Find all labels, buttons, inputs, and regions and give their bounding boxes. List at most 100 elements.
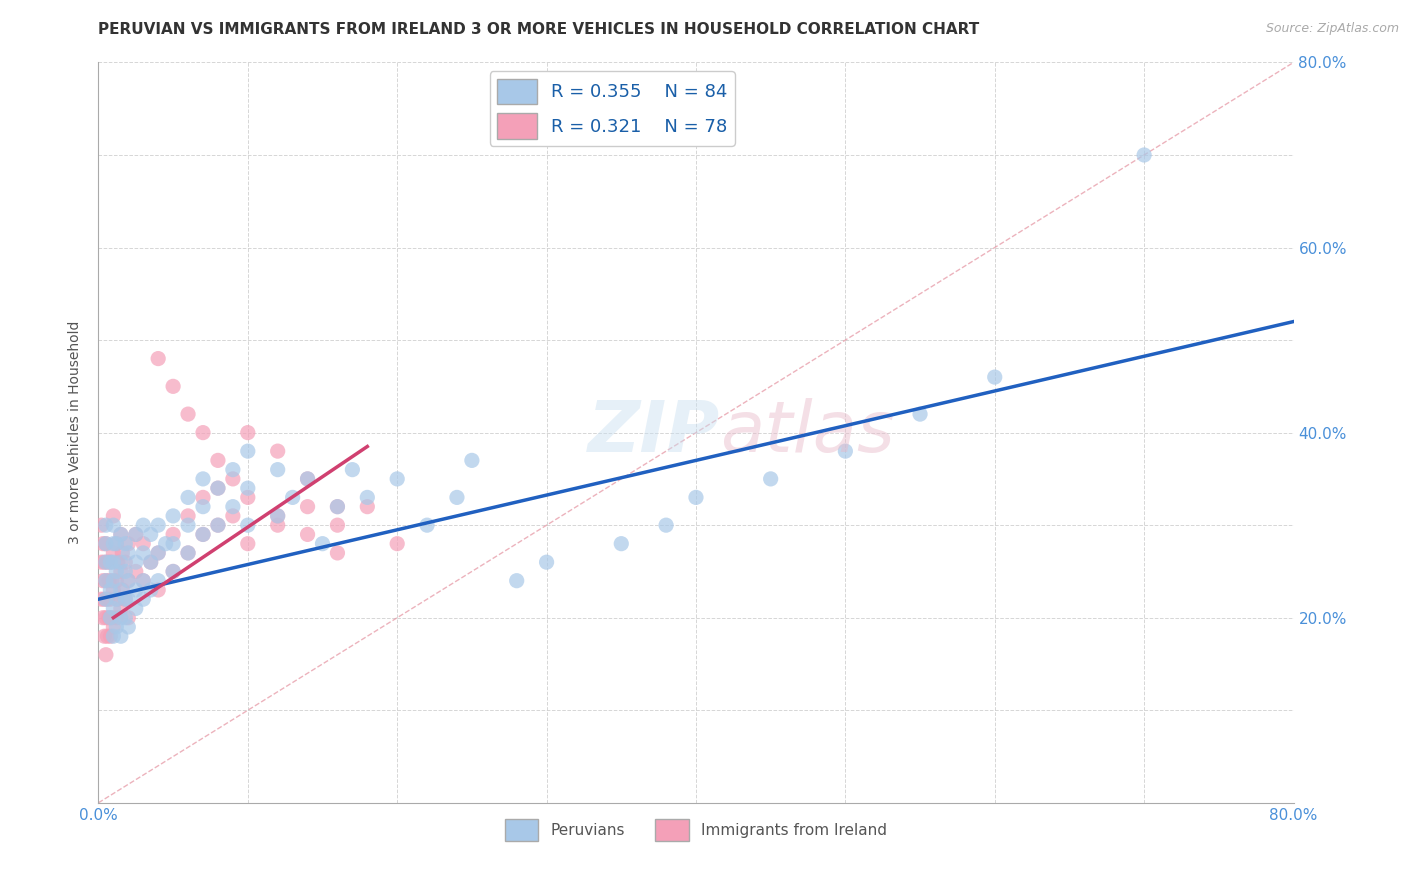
Point (267, 444, 290, 458)
Point (105, 610, 128, 624)
Point (94, 518, 117, 533)
Point (267, 508, 290, 523)
Point (125, 582, 148, 597)
Point (97, 574, 120, 588)
Point (90, 592, 112, 607)
Point (110, 555, 132, 569)
Point (94, 536, 117, 550)
Point (984, 370, 1007, 384)
Point (110, 527, 132, 541)
Point (96, 629, 118, 643)
Point (117, 546, 139, 560)
Point (536, 555, 558, 569)
Point (177, 546, 200, 560)
Point (610, 536, 633, 550)
Point (110, 601, 132, 615)
Point (91, 574, 114, 588)
Point (446, 491, 468, 505)
Point (103, 601, 125, 615)
Point (114, 565, 136, 579)
Y-axis label: 3 or more Vehicles in Household: 3 or more Vehicles in Household (69, 321, 83, 544)
Point (685, 491, 707, 505)
Point (139, 555, 162, 569)
Point (162, 508, 184, 523)
Point (125, 555, 148, 569)
Point (105, 536, 128, 550)
Point (94, 536, 117, 550)
Point (342, 462, 364, 476)
Point (207, 518, 229, 533)
Text: PERUVIAN VS IMMIGRANTS FROM IRELAND 3 OR MORE VEHICLES IN HOUSEHOLD CORRELATION : PERUVIAN VS IMMIGRANTS FROM IRELAND 3 OR… (98, 22, 980, 37)
Point (98, 629, 122, 643)
Point (177, 546, 200, 560)
Point (191, 500, 214, 514)
Point (103, 620, 125, 634)
Point (98, 555, 122, 569)
Point (267, 508, 290, 523)
Point (139, 527, 162, 541)
Point (297, 527, 319, 541)
Point (834, 444, 856, 458)
Point (114, 592, 136, 607)
Point (110, 629, 132, 643)
Point (94, 610, 117, 624)
Point (236, 481, 259, 495)
Point (101, 574, 124, 588)
Point (117, 574, 139, 588)
Point (148, 546, 170, 560)
Point (222, 500, 245, 514)
Point (110, 582, 132, 597)
Point (91, 536, 114, 550)
Point (297, 472, 319, 486)
Point (105, 565, 128, 579)
Point (207, 453, 229, 467)
Point (93, 555, 115, 569)
Point (132, 518, 155, 533)
Point (132, 574, 155, 588)
Point (132, 592, 155, 607)
Point (105, 574, 128, 588)
Point (207, 481, 229, 495)
Point (105, 620, 128, 634)
Point (236, 518, 259, 533)
Point (103, 574, 125, 588)
Point (1133, 148, 1156, 162)
Point (114, 610, 136, 624)
Point (103, 582, 125, 597)
Point (236, 491, 259, 505)
Point (114, 592, 136, 607)
Point (110, 527, 132, 541)
Point (191, 527, 214, 541)
Point (94, 574, 117, 588)
Point (98, 610, 122, 624)
Point (139, 582, 162, 597)
Point (117, 574, 139, 588)
Point (236, 425, 259, 440)
Legend: Peruvians, Immigrants from Ireland: Peruvians, Immigrants from Ireland (499, 814, 893, 847)
Point (461, 453, 484, 467)
Point (236, 536, 259, 550)
Point (94, 574, 117, 588)
Point (222, 462, 245, 476)
Point (236, 444, 259, 458)
Point (191, 425, 214, 440)
Text: atlas: atlas (720, 398, 894, 467)
Point (297, 472, 319, 486)
Point (97, 610, 120, 624)
Point (103, 508, 125, 523)
Point (94, 555, 117, 569)
Point (385, 472, 409, 486)
Point (103, 518, 125, 533)
Point (125, 527, 148, 541)
Point (103, 546, 125, 560)
Point (139, 555, 162, 569)
Point (94, 648, 117, 662)
Point (114, 536, 136, 550)
Point (117, 592, 139, 607)
Point (114, 555, 136, 569)
Point (91, 610, 114, 624)
Point (759, 472, 782, 486)
Point (267, 462, 290, 476)
Point (148, 546, 170, 560)
Point (111, 582, 134, 597)
